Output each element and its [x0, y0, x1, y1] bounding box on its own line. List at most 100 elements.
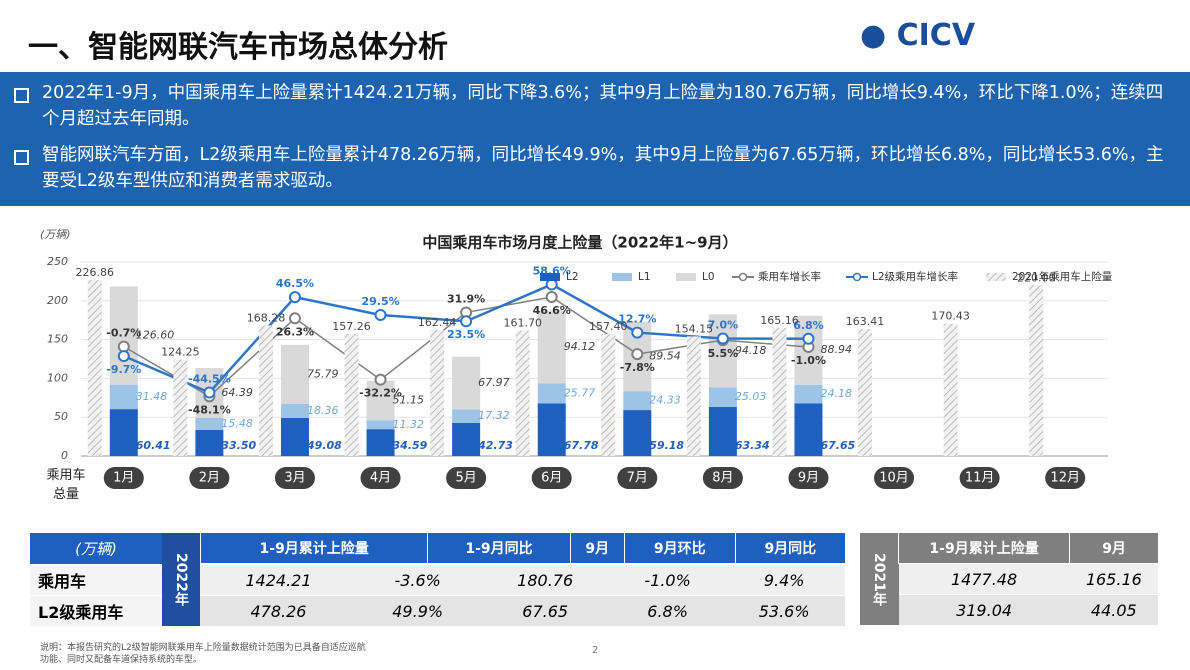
chart: (万辆) 中国乘用车市场月度上险量（2022年1~9月） 0 50 100 150 20… — [40, 228, 1113, 489]
legend-label: 乘用车增长率 — [758, 270, 821, 283]
value-label: 124.25 — [161, 346, 200, 359]
bar-l1 — [280, 403, 309, 418]
growth-point — [545, 291, 558, 304]
value-label: 94.12 — [564, 340, 596, 353]
value-label: 163.41 — [846, 315, 885, 328]
growth-point — [374, 373, 387, 386]
month-pill — [874, 467, 915, 489]
value-label: -0.7% — [106, 327, 141, 340]
slide-title: 一、智能网联汽车市场总体分析 — [28, 30, 448, 65]
bar-l0 — [452, 356, 481, 410]
value-label: -32.2% — [359, 387, 402, 400]
cell: 1477.48 — [898, 563, 1070, 595]
cell: 165.16 — [1069, 563, 1158, 595]
value-label: 23.5% — [447, 328, 485, 341]
bar-l1 — [794, 384, 823, 404]
value-label: 25.03 — [735, 390, 767, 403]
bar-2021 — [772, 327, 787, 456]
value-label: 31.48 — [136, 390, 168, 403]
bullet: 智能网联汽车方面，L2级乘用车上险量累计478.26万辆，同比增长49.9%，其… — [12, 142, 1177, 194]
bar-l2 — [708, 406, 737, 456]
x-tick-label: 4月 — [370, 471, 391, 486]
cell: 53.6% — [723, 595, 845, 627]
month-pill — [788, 467, 829, 489]
summary-banner: 2022年1-9月，中国乘用车上险量累计1424.21万辆，同比下降3.6%；其… — [0, 72, 1190, 206]
chart-title: 中国乘用车市场月度上险量（2022年1~9月） — [422, 234, 737, 252]
bar-l1 — [195, 417, 224, 431]
header-row: 1-9月累计上险量 1-9月同比 9月 9月环比 9月同比 — [199, 533, 845, 565]
value-label: 60.41 — [136, 439, 171, 452]
value-label: 161.70 — [503, 317, 542, 330]
x-tick-label: 1月 — [113, 471, 134, 486]
header-cell: 9月 — [569, 533, 625, 564]
value-label: 31.9% — [447, 292, 485, 305]
x-tick-label: 9月 — [798, 471, 819, 486]
row-label: 乘用车 — [30, 564, 162, 596]
legend-swatch — [738, 272, 748, 282]
value-label: 67.97 — [478, 376, 510, 389]
bar-l2 — [109, 409, 138, 456]
value-label: 24.33 — [649, 394, 681, 407]
bar-l2 — [794, 403, 823, 456]
logo: ● CICV — [860, 18, 976, 53]
x-tick-label: 3月 — [284, 471, 305, 486]
value-label: 42.73 — [477, 439, 513, 452]
legend-label: L2级乘用车增长率 — [872, 270, 958, 283]
cell: 6.8% — [611, 595, 724, 627]
legend-swatch — [986, 273, 1006, 281]
header-cell: 9月同比 — [734, 533, 845, 564]
bar-2021 — [943, 323, 958, 456]
value-label: 7.0% — [708, 319, 739, 332]
header-cell: 1-9月同比 — [427, 533, 571, 564]
x-tick-label: 5月 — [455, 471, 476, 486]
value-label: 29.5% — [361, 295, 399, 308]
year-label: 2022年 — [162, 533, 200, 627]
legend-swatch — [676, 273, 696, 281]
value-label: 51.15 — [393, 394, 425, 407]
value-label: 157.26 — [332, 320, 371, 333]
value-label: 63.34 — [735, 439, 770, 452]
row: L2级乘用车 478.26 49.9% 67.65 6.8% 53.6% — [30, 595, 845, 627]
month-pill — [959, 467, 1000, 489]
value-label: 6.8% — [793, 319, 824, 332]
value-label: 33.50 — [221, 439, 256, 452]
bar-l0 — [708, 314, 737, 388]
x-tick-label: 11月 — [965, 471, 995, 486]
bar-l1 — [537, 383, 566, 404]
table-2022: (万辆) 2022年 1-9月累计上险量 1-9月同比 9月 9月环比 9月同比 乘用车… — [30, 533, 845, 627]
value-label: -7.8% — [620, 361, 655, 374]
row: 319.04 44.05 — [860, 594, 1158, 626]
x-tick-label: 2月 — [199, 471, 220, 486]
bar-2021 — [858, 329, 873, 456]
month-pill — [1045, 467, 1086, 489]
growth-point — [203, 386, 216, 399]
growth-point — [374, 308, 387, 321]
header-row: 1-9月累计上险量 1-9月同比 9月 9月环比 9月同比 — [199, 533, 845, 564]
bar-l1 — [623, 391, 652, 411]
x-tick-label: 7月 — [627, 471, 648, 486]
value-label: 15.48 — [221, 417, 253, 430]
bar-l0 — [537, 310, 566, 384]
bar-l1 — [109, 384, 138, 410]
cell: -3.6% — [356, 564, 479, 596]
bar-l2 — [366, 429, 395, 456]
row-label: L2级乘用车 — [30, 595, 162, 627]
row: 乘用车 1424.21 -3.6% 180.76 -1.0% 9.4% — [30, 564, 845, 596]
value-label: 170.43 — [931, 310, 970, 323]
bar-2021 — [173, 359, 188, 456]
value-label: 162.44 — [418, 316, 457, 329]
value-label: 25.77 — [564, 386, 596, 399]
footnote: 说明：本报告研究的L2级智能网联乘用车上险量数据统计范围为已具备自适应巡航功能、… — [40, 643, 366, 665]
x-tick-label: 8月 — [712, 471, 733, 486]
month-pill — [360, 467, 401, 489]
value-label: 64.39 — [221, 386, 253, 399]
value-label: 67.65 — [820, 439, 855, 452]
bar-2021 — [344, 333, 359, 456]
bar-l2 — [452, 422, 481, 456]
bar-l1 — [452, 409, 481, 423]
month-pill — [274, 467, 315, 489]
growth-point — [716, 332, 729, 345]
value-label: 88.94 — [820, 343, 852, 356]
cell: 67.65 — [478, 595, 612, 627]
